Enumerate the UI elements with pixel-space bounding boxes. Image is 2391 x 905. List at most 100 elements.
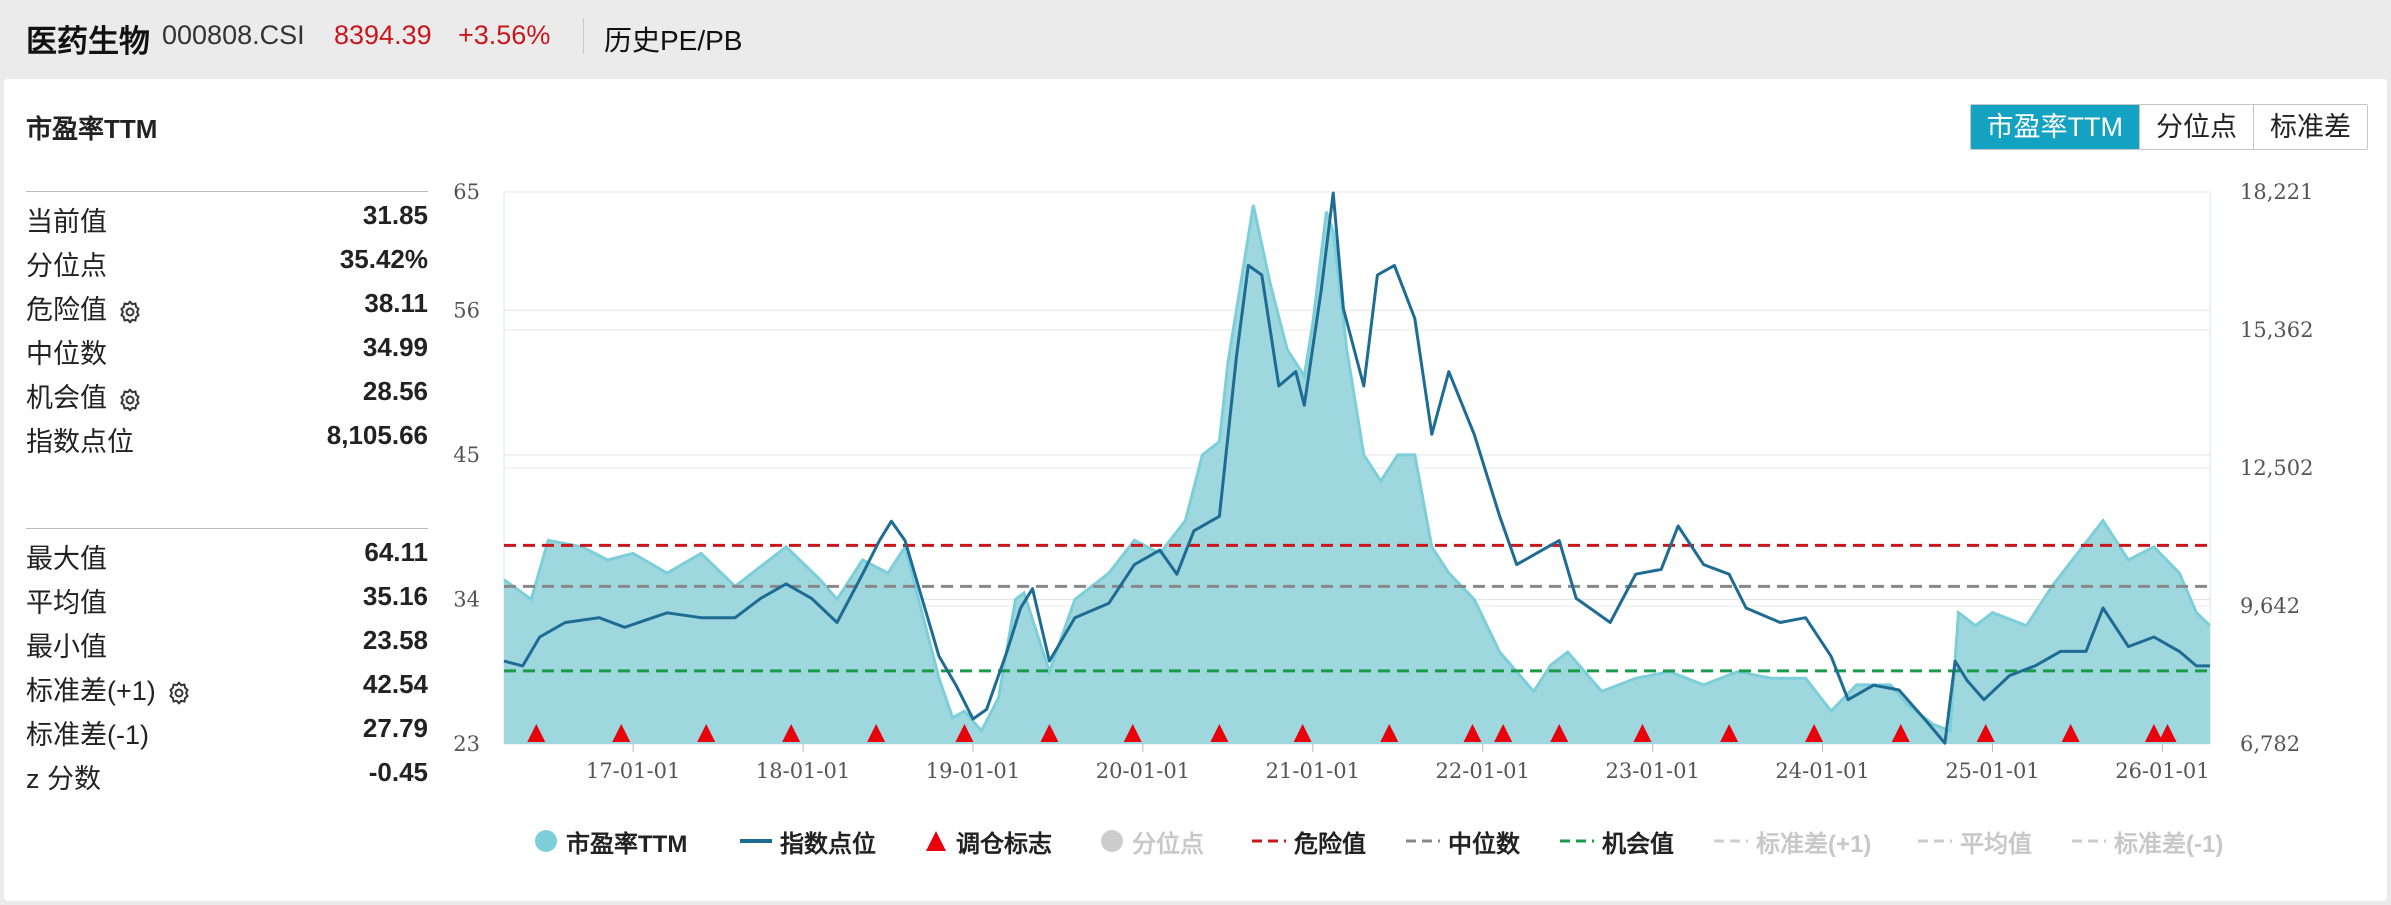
rebalance-marker bbox=[1976, 724, 1995, 742]
stat-row: z 分数 -0.45 bbox=[26, 749, 428, 794]
right-axis-tick: 6,782 bbox=[2240, 732, 2300, 756]
stat-value: 31.85 bbox=[362, 200, 428, 230]
legend-label: 标准差(-1) bbox=[2114, 830, 2224, 858]
view-button-percentile[interactable]: 分位点 bbox=[2139, 105, 2253, 149]
legend-label: 标准差(+1) bbox=[1756, 830, 1872, 858]
view-switcher: 市盈率TTM 分位点 标准差 bbox=[1969, 104, 2368, 150]
dash-marker-icon bbox=[1918, 839, 1952, 843]
tab-history-pe-pb[interactable]: 历史PE/PB bbox=[604, 25, 743, 56]
line-marker-icon bbox=[740, 839, 772, 843]
legend-label: 平均值 bbox=[1960, 830, 2032, 858]
index-line bbox=[503, 191, 2210, 745]
stat-value: 23.58 bbox=[362, 625, 428, 655]
stat-row: 标准差(-1) 27.79 bbox=[26, 705, 428, 750]
triangle-marker-icon bbox=[926, 831, 946, 851]
stat-row: 中位数 34.99 bbox=[26, 324, 428, 369]
rebalance-marker bbox=[782, 724, 801, 742]
change-percent: +3.56% bbox=[458, 20, 551, 50]
stat-label: 标准差(-1) bbox=[26, 720, 149, 750]
pe-chart[interactable]: 23 34 45 56 65 6,782 9,642 12,502 15,362 18,221 17… bbox=[4, 79, 2387, 819]
dash-marker-icon bbox=[1714, 839, 1748, 843]
dash-marker-icon bbox=[1560, 839, 1594, 843]
stats-current: 当前值 31.85 分位点 35.42% 危险值 38.11 中位数 34.99 机会值… bbox=[26, 191, 428, 457]
x-axis-tick: 24-01-01 bbox=[1775, 759, 1869, 783]
stat-value: 27.79 bbox=[362, 713, 428, 743]
x-axis-tick: 23-01-01 bbox=[1605, 759, 1699, 783]
last-price: 8394.39 bbox=[334, 20, 432, 50]
stat-row: 平均值 35.16 bbox=[26, 573, 428, 618]
legend-item-pe[interactable]: 市盈率TTM bbox=[534, 821, 687, 861]
legend-item-opportunity[interactable]: 机会值 bbox=[1560, 821, 1674, 861]
right-axis-tick: 12,502 bbox=[2240, 456, 2313, 480]
gear-icon[interactable] bbox=[166, 680, 192, 706]
stat-value: 42.54 bbox=[362, 669, 428, 699]
stat-row: 指数点位 8,105.66 bbox=[26, 412, 428, 457]
gear-icon[interactable] bbox=[117, 299, 143, 325]
panel-title: 市盈率TTM bbox=[26, 114, 158, 144]
stat-row: 当前值 31.85 bbox=[26, 192, 428, 237]
rebalance-marker bbox=[1463, 724, 1482, 742]
legend-item-rebalance[interactable]: 调仓标志 bbox=[924, 821, 1052, 861]
stat-label: 危险值 bbox=[26, 288, 143, 327]
divider bbox=[583, 18, 584, 54]
rebalance-marker bbox=[1123, 724, 1142, 742]
legend-label: 指数点位 bbox=[780, 830, 876, 858]
rebalance-marker bbox=[1210, 724, 1229, 742]
rebalance-marker bbox=[1293, 724, 1312, 742]
stat-row: 标准差(+1) 42.54 bbox=[26, 661, 428, 708]
rebalance-marker bbox=[1040, 724, 1059, 742]
left-axis-tick: 34 bbox=[453, 587, 480, 611]
view-button-stddev[interactable]: 标准差 bbox=[2253, 105, 2367, 149]
pe-area bbox=[504, 205, 2210, 745]
stat-label-text: 标准差(+1) bbox=[26, 676, 156, 706]
legend-item-percentile[interactable]: 分位点 bbox=[1100, 821, 1204, 861]
stat-label: 最小值 bbox=[26, 632, 107, 662]
rebalance-marker bbox=[2061, 724, 2080, 742]
rebalance-marker bbox=[2158, 724, 2177, 742]
stat-value: 64.11 bbox=[364, 537, 428, 567]
valuation-panel: 市盈率TTM 市盈率TTM 分位点 标准差 当前值 31.85 分位点 35.42%… bbox=[4, 79, 2387, 901]
index-name: 医药生物 bbox=[26, 24, 150, 59]
rebalance-marker bbox=[1380, 724, 1399, 742]
rebalance-marker bbox=[955, 724, 974, 742]
rebalance-marker bbox=[697, 724, 716, 742]
stat-label: 平均值 bbox=[26, 588, 107, 618]
pe-area-edge bbox=[503, 204, 2212, 734]
rebalance-marker bbox=[1633, 724, 1652, 742]
rebalance-marker bbox=[2144, 724, 2163, 742]
legend-item-danger[interactable]: 危险值 bbox=[1252, 821, 1366, 861]
legend-label: 中位数 bbox=[1448, 830, 1520, 858]
gear-icon[interactable] bbox=[117, 387, 143, 413]
rebalance-marker bbox=[1494, 724, 1513, 742]
right-axis-tick: 9,642 bbox=[2240, 594, 2300, 618]
legend-item-stddev-minus[interactable]: 标准差(-1) bbox=[2072, 821, 2223, 861]
legend-item-mean[interactable]: 平均值 bbox=[1918, 821, 2032, 861]
stat-value: -0.45 bbox=[368, 757, 428, 787]
rebalance-marker bbox=[1720, 724, 1739, 742]
legend-item-index[interactable]: 指数点位 bbox=[740, 821, 876, 861]
legend-item-median[interactable]: 中位数 bbox=[1406, 821, 1520, 861]
left-axis-tick: 65 bbox=[453, 180, 480, 204]
x-axis-tick: 19-01-01 bbox=[926, 759, 1020, 783]
legend-label: 分位点 bbox=[1132, 830, 1204, 858]
stat-label: 最大值 bbox=[26, 544, 107, 574]
stat-label-text: 危险值 bbox=[26, 295, 107, 325]
x-axis-tick: 21-01-01 bbox=[1266, 759, 1360, 783]
stat-label: 指数点位 bbox=[26, 427, 134, 457]
view-button-pe[interactable]: 市盈率TTM bbox=[1970, 105, 2139, 149]
stat-value: 38.11 bbox=[364, 288, 428, 318]
rebalance-marker bbox=[1891, 724, 1910, 742]
legend-label: 机会值 bbox=[1602, 830, 1674, 858]
stat-row: 机会值 28.56 bbox=[26, 368, 428, 413]
rebalance-marker bbox=[1805, 724, 1824, 742]
stat-value: 34.99 bbox=[362, 332, 428, 362]
dot-marker-icon bbox=[535, 830, 557, 852]
stat-label: 标准差(+1) bbox=[26, 669, 192, 708]
dash-marker-icon bbox=[2072, 839, 2106, 843]
rebalance-marker bbox=[527, 724, 546, 742]
legend-item-stddev-plus[interactable]: 标准差(+1) bbox=[1714, 821, 1871, 861]
legend-label: 危险值 bbox=[1294, 830, 1366, 858]
stat-row: 最大值 64.11 bbox=[26, 529, 428, 574]
left-axis-tick: 56 bbox=[453, 298, 480, 322]
rebalance-marker bbox=[867, 724, 886, 742]
